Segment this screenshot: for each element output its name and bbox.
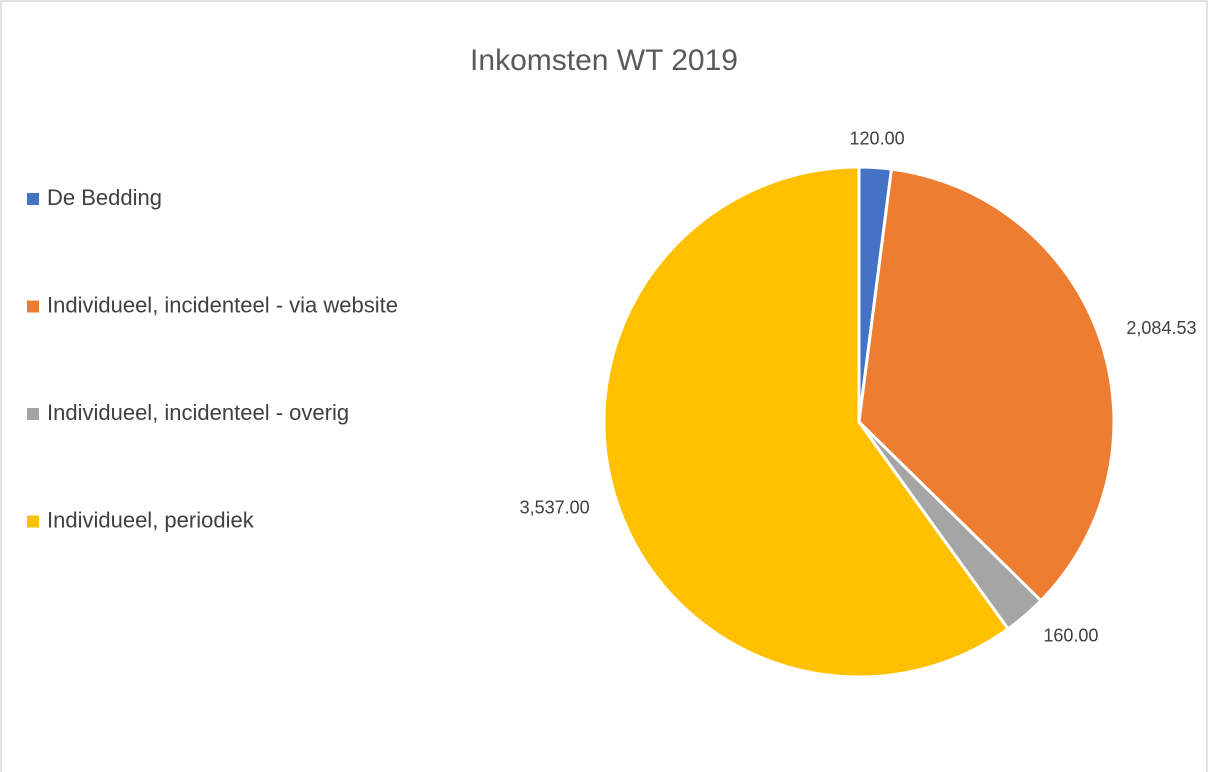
pie-slice	[857, 167, 1116, 603]
data-label: 160.00	[1043, 625, 1098, 645]
legend-swatch	[27, 300, 39, 313]
legend-label: Individueel, incidenteel - overig	[47, 400, 349, 425]
legend-label: Individueel, incidenteel - via website	[47, 292, 398, 317]
legend-swatch	[27, 193, 39, 205]
data-label: 120.00	[850, 128, 905, 148]
data-label: 3,537.00	[520, 498, 590, 518]
legend-label: Individueel, periodiek	[47, 507, 255, 532]
chart-title: Inkomsten WT 2019	[470, 44, 738, 77]
legend-swatch	[27, 408, 39, 420]
data-label: 2,084.53	[1126, 318, 1196, 338]
legend-label: De Bedding	[47, 185, 162, 210]
pie-slice	[602, 165, 1011, 679]
legend-swatch	[27, 515, 39, 528]
